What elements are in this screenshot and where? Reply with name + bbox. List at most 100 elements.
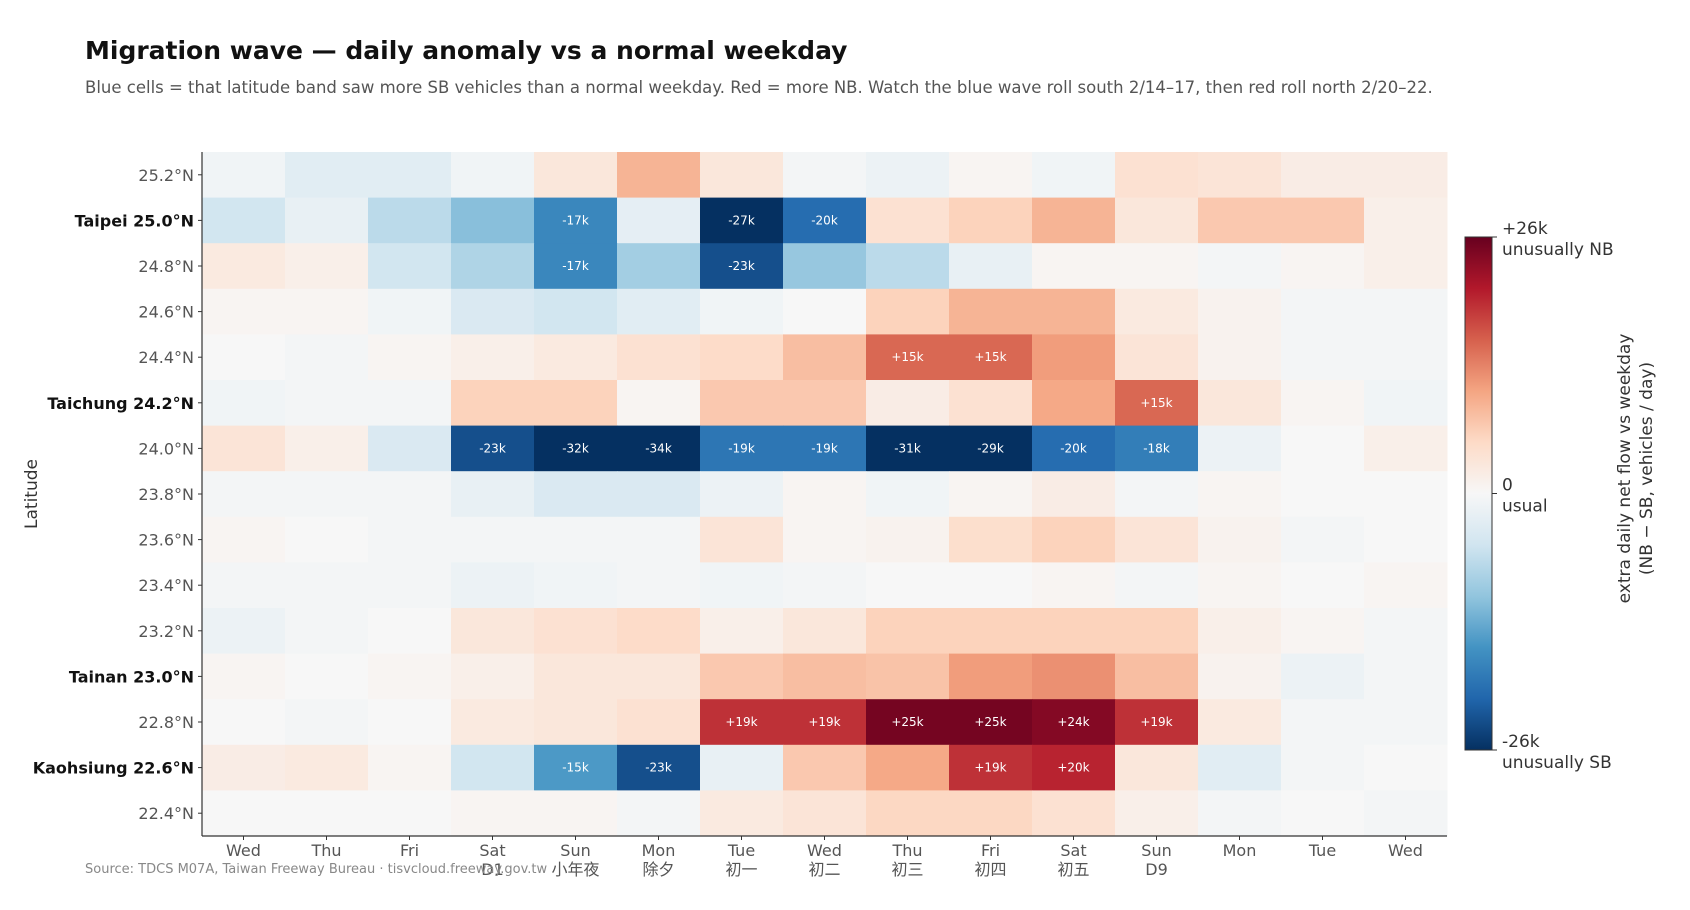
y-tick-label: 24.0°N <box>138 439 194 458</box>
heatmap-cell <box>368 471 452 518</box>
x-tick-label: Fri <box>400 841 419 860</box>
x-tick-label: Mon <box>1223 841 1257 860</box>
heatmap-cell <box>451 653 535 700</box>
heatmap-cell <box>783 425 867 472</box>
y-tick-label: 23.2°N <box>138 622 194 641</box>
heatmap-cell <box>1198 334 1282 381</box>
heatmap-cell <box>534 653 618 700</box>
heatmap-cell <box>1032 197 1116 244</box>
heatmap-cell <box>866 334 950 381</box>
heatmap-cell <box>1115 334 1199 381</box>
heatmap-cell <box>949 425 1033 472</box>
heatmap-cell <box>617 425 701 472</box>
heatmap-cell <box>783 790 867 837</box>
heatmap-cell <box>1115 699 1199 746</box>
cell-value-label: -18k <box>1143 441 1170 455</box>
heatmap-cell <box>451 288 535 335</box>
heatmap-cell <box>866 152 950 199</box>
heatmap-cell <box>202 288 286 335</box>
colorbar-max-value: +26k <box>1502 219 1548 239</box>
heatmap-cell <box>1364 608 1448 655</box>
colorbar-mid-desc: usual <box>1502 497 1548 517</box>
heatmap-cell <box>1281 744 1365 791</box>
heatmap-cell <box>1032 790 1116 837</box>
heatmap-cell <box>368 653 452 700</box>
heatmap-cell <box>534 790 618 837</box>
heatmap-cell <box>368 744 452 791</box>
heatmap-cell <box>1032 562 1116 609</box>
heatmap-cell <box>534 608 618 655</box>
heatmap-cell <box>783 243 867 290</box>
heatmap-cell <box>783 608 867 655</box>
heatmap-cell <box>617 699 701 746</box>
heatmap-cell <box>700 197 784 244</box>
heatmap-cell <box>1281 516 1365 563</box>
x-tick-sublabel: D9 <box>1145 860 1168 879</box>
heatmap-cell <box>949 471 1033 518</box>
x-tick-sublabel: 初三 <box>891 860 923 879</box>
heatmap-cell <box>866 516 950 563</box>
colorbar-gradient <box>1464 236 1493 751</box>
heatmap-cell <box>202 516 286 563</box>
cell-value-label: +19k <box>725 715 757 729</box>
heatmap-cell <box>285 608 369 655</box>
heatmap-cell <box>451 243 535 290</box>
heatmap-cell <box>1281 380 1365 427</box>
cell-value-label: -20k <box>1060 441 1087 455</box>
heatmap-cell <box>617 197 701 244</box>
heatmap-cell <box>949 744 1033 791</box>
heatmap-cell <box>1281 471 1365 518</box>
heatmap-cell <box>1364 653 1448 700</box>
heatmap-cell <box>1281 425 1365 472</box>
heatmap-cell <box>1198 471 1282 518</box>
cell-value-label: +15k <box>891 350 923 364</box>
heatmap-cell <box>1364 334 1448 381</box>
y-tick-label: 24.4°N <box>138 348 194 367</box>
x-tick-sublabel: 初一 <box>725 860 757 879</box>
heatmap-axes: 25.2°N Taipei 25.0°N 24.8°N 24.6°N 24.4°N Tai… <box>22 152 1447 879</box>
heatmap-cell <box>949 790 1033 837</box>
colorbar-max-desc: unusually NB <box>1502 240 1614 260</box>
x-tick-label: Thu <box>891 841 922 860</box>
heatmap-cell <box>285 425 369 472</box>
heatmap-cell <box>949 380 1033 427</box>
cell-value-label: +19k <box>808 715 840 729</box>
cell-value-label: -34k <box>645 441 672 455</box>
heatmap-cell <box>534 152 618 199</box>
y-tick-label: Kaohsiung 22.6°N <box>33 759 194 778</box>
heatmap-cell <box>700 243 784 290</box>
colorbar-min-value: -26k <box>1502 732 1540 752</box>
heatmap-cell <box>285 562 369 609</box>
heatmap-cell <box>202 699 286 746</box>
heatmap-cell <box>1364 744 1448 791</box>
heatmap-cell <box>368 516 452 563</box>
colorbar-label-units: (NB − SB, vehicles / day) <box>1637 362 1657 575</box>
heatmap-cell <box>451 790 535 837</box>
heatmap-cell <box>1198 653 1282 700</box>
heatmap-cell <box>700 653 784 700</box>
colorbar-min-desc: unusually SB <box>1502 753 1612 773</box>
heatmap-cell <box>285 334 369 381</box>
heatmap-cell <box>1198 699 1282 746</box>
heatmap-cell <box>1364 243 1448 290</box>
heatmap-cell <box>1198 516 1282 563</box>
heatmap-cell <box>700 425 784 472</box>
cell-value-label: +15k <box>974 350 1006 364</box>
heatmap-cell <box>451 471 535 518</box>
x-tick-label: Wed <box>807 841 842 860</box>
heatmap-cell <box>866 608 950 655</box>
x-tick-label: Thu <box>310 841 341 860</box>
heatmap-cell <box>451 197 535 244</box>
heatmap-cell <box>202 152 286 199</box>
heatmap-cell <box>617 744 701 791</box>
cell-value-label: +15k <box>1140 396 1172 410</box>
heatmap-cell <box>866 699 950 746</box>
heatmap-cell <box>368 152 452 199</box>
heatmap-cell <box>1198 790 1282 837</box>
heatmap-cell <box>285 243 369 290</box>
heatmap-cell <box>285 380 369 427</box>
heatmap-cell <box>285 790 369 837</box>
heatmap-cell <box>866 562 950 609</box>
heatmap-cell <box>202 334 286 381</box>
